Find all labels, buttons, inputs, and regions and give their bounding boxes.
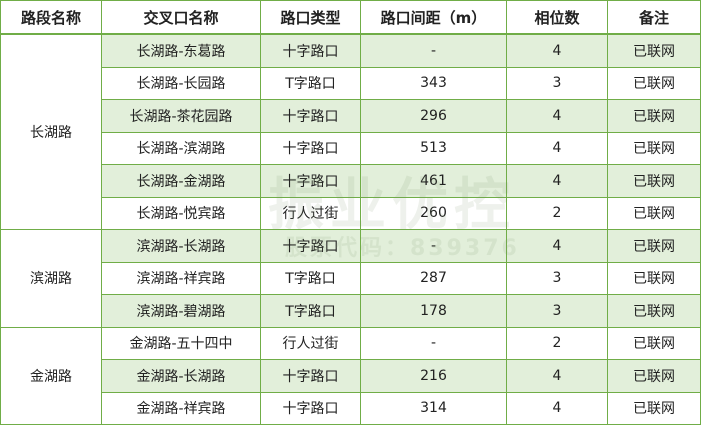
- note: 已联网: [607, 66, 701, 100]
- table-row: 长湖路-金湖路 十字路口 461 4 已联网: [1, 164, 701, 198]
- intersection-type: 十字路口: [260, 131, 361, 165]
- phase-count: 2: [506, 196, 608, 230]
- table-row: 长湖路-滨湖路 十字路口 513 4 已联网: [1, 131, 701, 165]
- intersection-type: 十字路口: [260, 164, 361, 198]
- road-name: 金湖路: [0, 326, 102, 425]
- intersection-distance: 343: [360, 66, 507, 100]
- note: 已联网: [607, 164, 701, 198]
- intersection-type: 行人过街: [260, 326, 361, 360]
- table-row: 长湖路-悦宾路 行人过街 260 2 已联网: [1, 196, 701, 230]
- intersection-name: 滨湖路-碧湖路: [101, 294, 261, 328]
- note: 已联网: [607, 99, 701, 133]
- phase-count: 2: [506, 326, 608, 360]
- intersection-distance: -: [360, 229, 507, 263]
- header-row: 路段名称 交叉口名称 路口类型 路口间距（m） 相位数 备注: [0, 0, 701, 35]
- table-row: 长湖路 长湖路-东葛路 十字路口 -4 已联网: [0, 33, 701, 230]
- intersection-name: 滨湖路-祥宾路: [101, 261, 261, 295]
- header-intersection: 交叉口名称: [101, 0, 261, 35]
- table-row: 长湖路-长园路 T字路口 343 3 已联网: [1, 66, 701, 100]
- intersection-name: 滨湖路-长湖路: [101, 229, 261, 263]
- table-row: 滨湖路 滨湖路-长湖路 十字路口 -4 已联网: [0, 229, 701, 328]
- header-phases: 相位数: [506, 0, 608, 35]
- phase-count: 4: [506, 229, 608, 263]
- intersection-distance: 178: [360, 294, 507, 328]
- phase-count: 4: [506, 164, 608, 198]
- header-road: 路段名称: [0, 0, 102, 35]
- intersection-name: 金湖路-长湖路: [101, 359, 261, 393]
- phase-count: 4: [506, 99, 608, 133]
- note: 已联网: [607, 359, 701, 393]
- table-row: 金湖路 金湖路-五十四中 行人过街 -2 已联网: [0, 326, 701, 425]
- intersection-name: 长湖路-长园路: [101, 66, 261, 100]
- note: 已联网: [607, 294, 701, 328]
- intersection-type: 十字路口: [260, 33, 361, 68]
- intersection-distance: -: [360, 33, 507, 68]
- intersection-distance: -: [360, 326, 507, 360]
- intersection-name: 长湖路-茶花园路: [101, 99, 261, 133]
- intersection-name: 金湖路-祥宾路: [101, 391, 261, 425]
- intersection-name: 长湖路-金湖路: [101, 164, 261, 198]
- header-type: 路口类型: [260, 0, 361, 35]
- road-name: 滨湖路: [0, 229, 102, 328]
- intersection-type: T字路口: [260, 261, 361, 295]
- intersection-name: 长湖路-滨湖路: [101, 131, 261, 165]
- intersection-type: T字路口: [260, 294, 361, 328]
- intersection-distance: 287: [360, 261, 507, 295]
- phase-count: 4: [506, 359, 608, 393]
- note: 已联网: [607, 326, 701, 360]
- header-distance: 路口间距（m）: [360, 0, 507, 35]
- table-row: 滨湖路-碧湖路 T字路口 178 3 已联网: [1, 294, 701, 328]
- intersection-type: 行人过街: [260, 196, 361, 230]
- table-row: 长湖路-茶花园路 十字路口 296 4 已联网: [1, 99, 701, 133]
- intersection-type: 十字路口: [260, 229, 361, 263]
- intersection-type: 十字路口: [260, 391, 361, 425]
- intersection-type: 十字路口: [260, 359, 361, 393]
- table-row: 滨湖路-祥宾路 T字路口 287 3 已联网: [1, 261, 701, 295]
- intersection-distance: 461: [360, 164, 507, 198]
- note: 已联网: [607, 229, 701, 263]
- table-row: 金湖路-祥宾路 十字路口 314 4 已联网: [1, 391, 701, 425]
- note: 已联网: [607, 261, 701, 295]
- intersection-name: 金湖路-五十四中: [101, 326, 261, 360]
- phase-count: 3: [506, 261, 608, 295]
- intersection-distance: 513: [360, 131, 507, 165]
- intersection-type: 十字路口: [260, 99, 361, 133]
- note: 已联网: [607, 196, 701, 230]
- note: 已联网: [607, 391, 701, 425]
- intersection-distance: 216: [360, 359, 507, 393]
- intersection-type: T字路口: [260, 66, 361, 100]
- note: 已联网: [607, 33, 701, 68]
- phase-count: 4: [506, 131, 608, 165]
- phase-count: 3: [506, 66, 608, 100]
- header-note: 备注: [607, 0, 701, 35]
- table-row: 金湖路-长湖路 十字路口 216 4 已联网: [1, 359, 701, 393]
- phase-count: 3: [506, 294, 608, 328]
- intersection-distance: 314: [360, 391, 507, 425]
- note: 已联网: [607, 131, 701, 165]
- road-name: 长湖路: [0, 33, 102, 230]
- phase-count: 4: [506, 33, 608, 68]
- intersection-name: 长湖路-悦宾路: [101, 196, 261, 230]
- phase-count: 4: [506, 391, 608, 425]
- intersection-distance: 296: [360, 99, 507, 133]
- intersection-name: 长湖路-东葛路: [101, 33, 261, 68]
- intersection-distance: 260: [360, 196, 507, 230]
